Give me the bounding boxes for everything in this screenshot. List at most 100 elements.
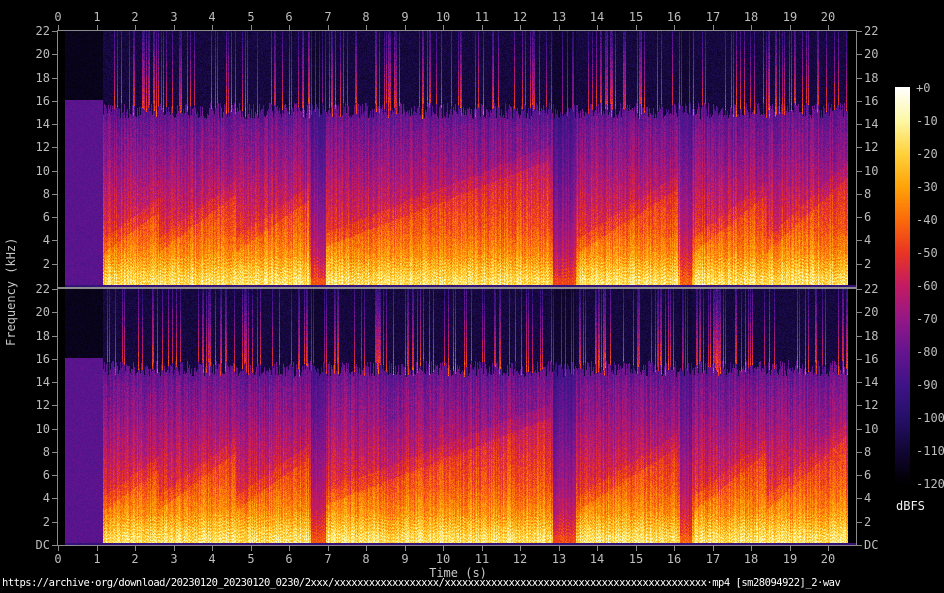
y-tick-label: 22 [864, 24, 879, 38]
x-tick-mark [135, 546, 136, 551]
y-tick-label: 2 [864, 257, 872, 271]
y-tick-mark [52, 54, 57, 55]
x-tick-label: 17 [705, 10, 721, 24]
colorbar-tick-label: -40 [916, 213, 938, 227]
x-tick-mark [212, 546, 213, 551]
y-tick-label: 16 [864, 94, 879, 108]
x-tick-label: 1 [93, 10, 101, 24]
x-tick-mark [174, 546, 175, 551]
x-tick-label: 19 [782, 10, 798, 24]
x-tick-label: 12 [512, 552, 528, 566]
colorbar-unit-label: dBFS [896, 499, 925, 513]
frame-line [57, 287, 857, 289]
x-tick-label: 0 [54, 552, 62, 566]
y-tick-label: 20 [35, 47, 50, 61]
y-tick-mark [52, 217, 57, 218]
x-tick-mark [289, 25, 290, 30]
x-tick-label: 8 [362, 552, 370, 566]
x-tick-mark [482, 25, 483, 30]
x-tick-label: 0 [54, 10, 62, 24]
frame-line [57, 30, 857, 31]
y-tick-mark [52, 101, 57, 102]
y-tick-label: 4 [42, 491, 50, 505]
x-tick-label: 6 [285, 552, 293, 566]
x-tick-mark [366, 25, 367, 30]
y-tick-label: 6 [864, 210, 872, 224]
y-tick-mark [52, 171, 57, 172]
x-tick-label: 11 [474, 552, 490, 566]
y-tick-mark [52, 240, 57, 241]
y-tick-mark [857, 545, 862, 546]
x-tick-label: 7 [324, 10, 332, 24]
x-tick-label: 1 [93, 552, 101, 566]
y-tick-mark [857, 429, 862, 430]
y-tick-mark [857, 289, 862, 290]
y-tick-mark [857, 171, 862, 172]
x-tick-mark [559, 25, 560, 30]
x-tick-label: 9 [401, 552, 409, 566]
x-tick-mark [328, 546, 329, 551]
spectrogram-channel-2-canvas [58, 289, 856, 545]
x-tick-label: 2 [131, 10, 139, 24]
y-tick-label: 22 [35, 282, 50, 296]
y-tick-label: 18 [35, 329, 50, 343]
x-tick-label: 14 [589, 10, 605, 24]
y-tick-label: 12 [864, 398, 879, 412]
y-tick-mark [52, 498, 57, 499]
x-tick-label: 6 [285, 10, 293, 24]
x-tick-mark [482, 546, 483, 551]
y-tick-label: 6 [864, 468, 872, 482]
x-tick-label: 10 [435, 552, 451, 566]
colorbar-tick-label: +0 [916, 81, 931, 95]
colorbar-gradient [895, 87, 910, 484]
x-tick-label: 20 [820, 10, 836, 24]
x-tick-mark [443, 546, 444, 551]
y-tick-label: 2 [42, 257, 50, 271]
x-tick-mark [674, 25, 675, 30]
dc-tick-label: DC [864, 538, 879, 552]
y-tick-mark [52, 545, 57, 546]
y-tick-label: 16 [35, 94, 50, 108]
y-tick-label: 2 [42, 515, 50, 529]
y-tick-label: 4 [42, 233, 50, 247]
y-tick-label: 6 [42, 468, 50, 482]
y-tick-mark [52, 452, 57, 453]
y-tick-label: 14 [864, 117, 879, 131]
x-tick-label: 15 [628, 10, 644, 24]
x-tick-label: 4 [208, 10, 216, 24]
y-tick-mark [52, 429, 57, 430]
y-tick-mark [52, 78, 57, 79]
y-tick-label: 18 [864, 71, 879, 85]
y-tick-mark [52, 359, 57, 360]
y-tick-label: 16 [864, 352, 879, 366]
x-tick-label: 7 [324, 552, 332, 566]
x-tick-mark [559, 546, 560, 551]
x-tick-mark [520, 25, 521, 30]
x-tick-mark [751, 25, 752, 30]
colorbar-tick-label: -120 [916, 477, 944, 491]
x-tick-mark [674, 546, 675, 551]
y-tick-label: 10 [35, 422, 50, 436]
x-tick-mark [790, 25, 791, 30]
colorbar-tick-label: -60 [916, 279, 938, 293]
x-tick-mark [597, 546, 598, 551]
y-tick-label: 8 [864, 445, 872, 459]
x-tick-mark [405, 546, 406, 551]
x-tick-mark [135, 25, 136, 30]
y-tick-mark [52, 405, 57, 406]
y-tick-mark [52, 194, 57, 195]
y-tick-mark [52, 147, 57, 148]
x-tick-label: 5 [247, 10, 255, 24]
spectrogram-channel-1-canvas [58, 31, 856, 287]
x-tick-mark [251, 546, 252, 551]
y-tick-label: 10 [864, 164, 879, 178]
y-tick-mark [52, 522, 57, 523]
y-tick-mark [52, 264, 57, 265]
x-tick-label: 11 [474, 10, 490, 24]
y-tick-label: 16 [35, 352, 50, 366]
y-tick-mark [52, 124, 57, 125]
colorbar-tick-label: -10 [916, 114, 938, 128]
y-tick-mark [52, 475, 57, 476]
x-tick-mark [597, 25, 598, 30]
y-tick-label: 18 [864, 329, 879, 343]
